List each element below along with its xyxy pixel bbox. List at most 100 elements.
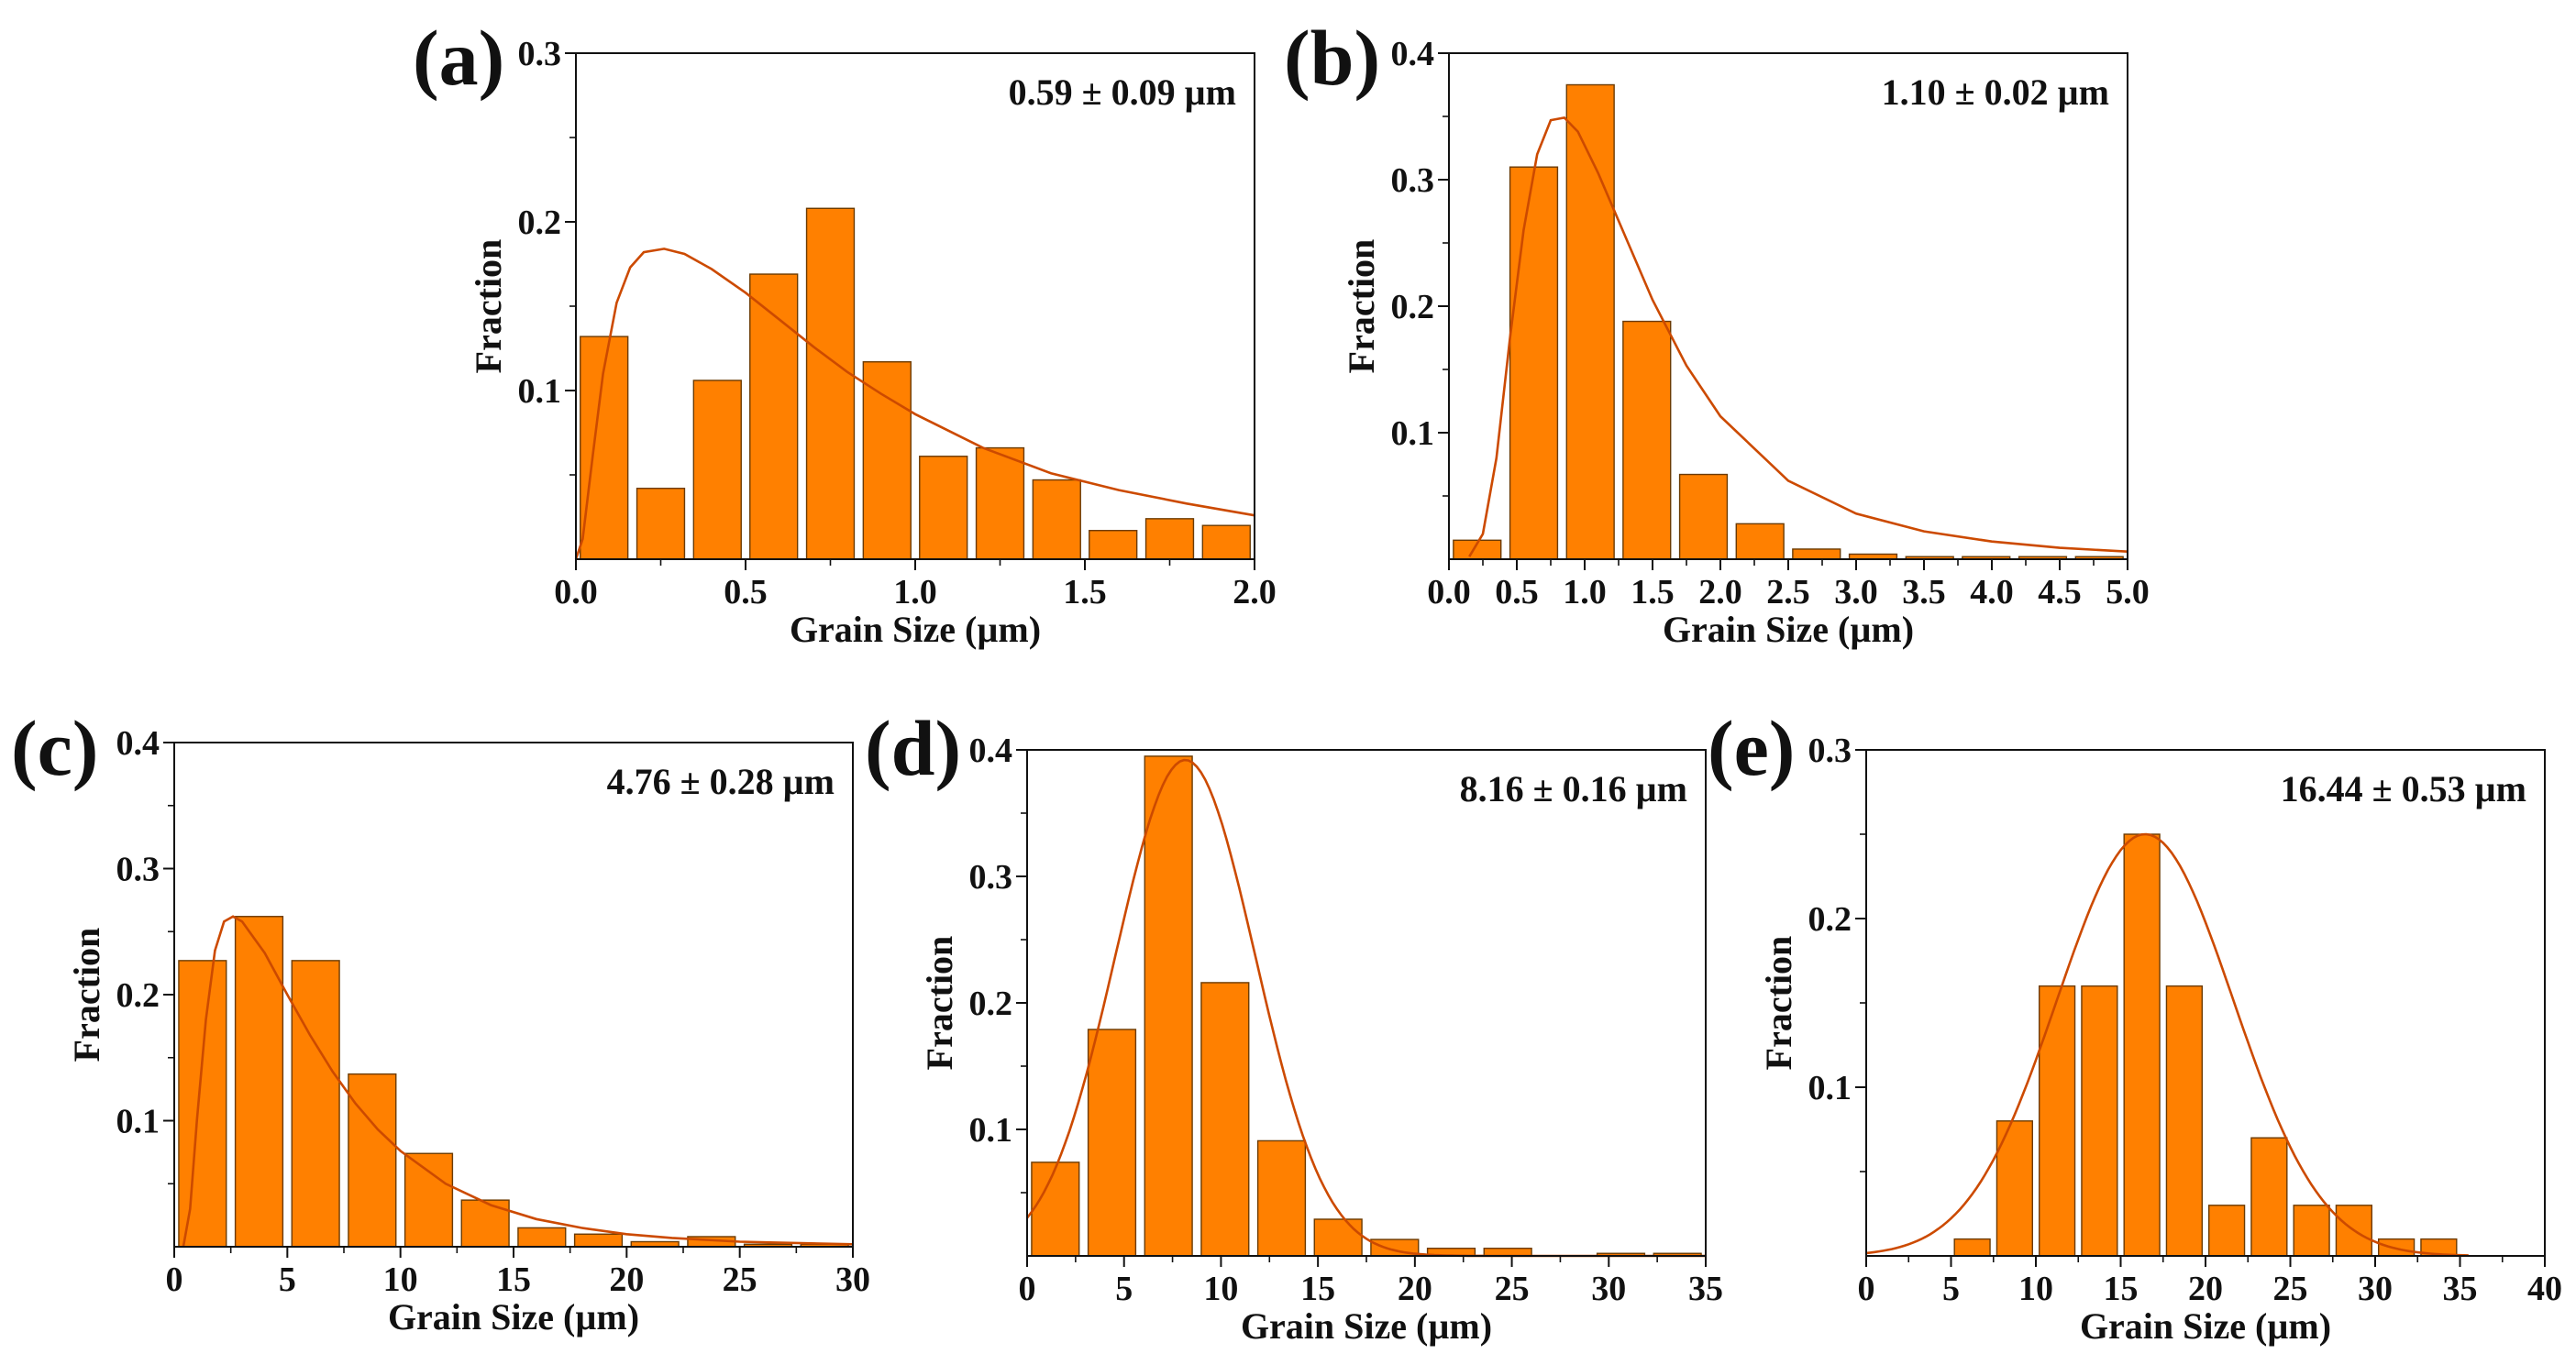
bar bbox=[749, 273, 799, 560]
chart-panel-b: (b) 0.0 0.5 1.0 1.5 2.0 2.5 3.0 3.5 4.0 4.5 5.0 0.1 0… bbox=[1284, 14, 2150, 650]
bar bbox=[862, 361, 912, 560]
y-tick-label: 0.3 bbox=[1808, 732, 1852, 770]
x-tick-label: 0 bbox=[166, 1260, 183, 1299]
x-tick-label: 25 bbox=[2273, 1270, 2308, 1308]
bar bbox=[460, 1199, 510, 1248]
x-tick-label: 10 bbox=[1203, 1270, 1238, 1308]
x-tick-label: 1.5 bbox=[1063, 573, 1107, 611]
x-axis-title: Grain Size (µm) bbox=[2080, 1305, 2331, 1347]
x-tick-label: 35 bbox=[1688, 1270, 1723, 1308]
plot-frame bbox=[575, 52, 1255, 560]
y-tick-label: 0.3 bbox=[518, 35, 562, 73]
bar bbox=[1087, 1029, 1137, 1257]
x-tick-label: 30 bbox=[835, 1260, 870, 1299]
y-axis: 0.1 0.2 0.3 0.4 bbox=[969, 732, 1027, 1194]
fit-curve bbox=[574, 248, 1255, 560]
bar bbox=[178, 960, 227, 1248]
bar bbox=[1735, 523, 1785, 560]
y-axis-title: Fraction bbox=[1758, 936, 1799, 1071]
bar bbox=[2123, 833, 2161, 1257]
bars bbox=[580, 207, 1251, 560]
bar bbox=[291, 960, 340, 1248]
mean-size-annotation: 8.16 ± 0.16 µm bbox=[1460, 768, 1687, 809]
y-tick-label: 0.1 bbox=[969, 1111, 1013, 1150]
bar bbox=[1565, 83, 1615, 560]
panel-letter: (e) bbox=[1708, 704, 1795, 792]
mean-size-annotation: 1.10 ± 0.02 µm bbox=[1882, 72, 2109, 113]
y-axis-title: Fraction bbox=[919, 936, 960, 1071]
bar bbox=[1031, 1161, 1080, 1257]
x-tick-label: 2.5 bbox=[1766, 573, 1810, 611]
y-tick-label: 0.3 bbox=[116, 851, 160, 889]
x-axis: 0.0 0.5 1.0 1.5 2.0 2.5 3.0 3.5 4.0 4.5 5.0 bbox=[1427, 559, 2150, 611]
x-tick-label: 1.5 bbox=[1631, 573, 1675, 611]
bar bbox=[404, 1152, 454, 1248]
y-tick-label: 0.2 bbox=[1391, 288, 1435, 326]
y-tick-label: 0.2 bbox=[1808, 900, 1852, 939]
x-tick-label: 10 bbox=[383, 1260, 418, 1299]
y-tick-label: 0.1 bbox=[1391, 414, 1435, 453]
x-tick-label: 30 bbox=[2358, 1270, 2393, 1308]
x-tick-label: 15 bbox=[496, 1260, 531, 1299]
mean-size-annotation: 0.59 ± 0.09 µm bbox=[1009, 72, 1236, 113]
bar bbox=[1622, 320, 1672, 560]
plot-frame bbox=[1865, 749, 2546, 1257]
fit-curve bbox=[1865, 832, 2469, 1257]
y-tick-label: 0.4 bbox=[116, 724, 160, 763]
x-axis-title: Grain Size (µm) bbox=[388, 1296, 639, 1337]
x-tick-label: 15 bbox=[1300, 1270, 1335, 1308]
bar bbox=[1509, 166, 1559, 560]
x-tick-label: 0.5 bbox=[1495, 573, 1539, 611]
bar bbox=[1089, 530, 1138, 560]
x-tick-label: 25 bbox=[723, 1260, 757, 1299]
panel-letter: (d) bbox=[865, 704, 961, 792]
y-tick-label: 0.1 bbox=[116, 1103, 160, 1141]
y-axis-title: Fraction bbox=[468, 239, 509, 374]
bar bbox=[692, 380, 742, 560]
fit-curve bbox=[1468, 116, 2128, 557]
panel-letter: (b) bbox=[1284, 14, 1380, 102]
x-axis-title: Grain Size (µm) bbox=[1663, 609, 1914, 650]
x-tick-label: 5 bbox=[1942, 1270, 1960, 1308]
x-axis: 0 5 10 15 20 25 30 bbox=[166, 1247, 870, 1299]
x-axis-title: Grain Size (µm) bbox=[1241, 1305, 1492, 1347]
x-tick-label: 20 bbox=[1398, 1270, 1432, 1308]
bar bbox=[1201, 524, 1251, 560]
x-axis: 0 5 10 15 20 25 30 35 40 bbox=[1858, 1256, 2562, 1308]
chart-panel-c: (c) 0 5 10 15 20 25 30 0.1 0.2 0.3 0.4 Grain Size (µ… bbox=[11, 704, 870, 1337]
x-tick-label: 15 bbox=[2104, 1270, 2139, 1308]
y-tick-label: 0.1 bbox=[1808, 1069, 1852, 1107]
bar bbox=[1792, 548, 1841, 560]
y-tick-label: 0.2 bbox=[518, 204, 562, 242]
x-tick-label: 0 bbox=[1019, 1270, 1036, 1308]
bars bbox=[1453, 83, 2124, 560]
x-tick-label: 0.0 bbox=[554, 573, 598, 611]
x-tick-label: 2.0 bbox=[1233, 573, 1277, 611]
mean-size-annotation: 16.44 ± 0.53 µm bbox=[2281, 768, 2526, 809]
bar bbox=[573, 1233, 624, 1248]
bar bbox=[517, 1227, 567, 1248]
x-tick-label: 5 bbox=[279, 1260, 296, 1299]
x-tick-label: 0 bbox=[1858, 1270, 1875, 1308]
bar bbox=[234, 916, 284, 1248]
y-axis: 0.1 0.2 0.3 0.4 bbox=[116, 724, 174, 1185]
fit-curve bbox=[182, 915, 854, 1248]
x-tick-label: 10 bbox=[2018, 1270, 2053, 1308]
bar bbox=[1032, 479, 1081, 560]
bar bbox=[2293, 1205, 2330, 1257]
bar bbox=[2038, 985, 2076, 1257]
bar bbox=[1678, 473, 1729, 560]
x-tick-label: 1.0 bbox=[893, 573, 937, 611]
x-tick-label: 5.0 bbox=[2106, 573, 2150, 611]
y-axis-title: Fraction bbox=[1341, 239, 1382, 374]
y-tick-label: 0.3 bbox=[1391, 161, 1435, 200]
bar bbox=[2207, 1205, 2246, 1257]
bars bbox=[1031, 755, 1702, 1257]
y-tick-label: 0.4 bbox=[969, 732, 1013, 770]
bar bbox=[636, 488, 686, 560]
y-axis: 0.1 0.2 0.3 bbox=[518, 35, 576, 476]
bar bbox=[348, 1073, 397, 1248]
x-tick-label: 35 bbox=[2443, 1270, 2478, 1308]
bar bbox=[1200, 982, 1250, 1257]
x-tick-label: 40 bbox=[2527, 1270, 2562, 1308]
